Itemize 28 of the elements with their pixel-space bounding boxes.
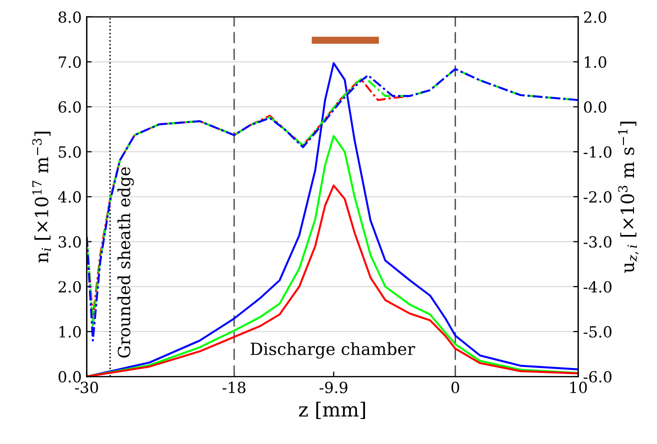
y-tick-label: 2.0: [58, 281, 81, 293]
y2-tick-label: -1.0: [584, 146, 612, 158]
y2-tick-label: -3.0: [584, 236, 612, 248]
y-tick-label: 4.0: [58, 191, 81, 203]
ref-line-label: Grounded sheath edge: [117, 167, 134, 358]
y2-tick-label: -4.0: [584, 281, 612, 293]
y2-axis-title: u$_{z,i}$ [×10$^{3}$ m s$^{−1}$]: [618, 122, 639, 273]
y-tick-label: 7.0: [58, 56, 81, 68]
y-tick-label: 3.0: [58, 236, 81, 248]
y2-tick-label: 0.0: [584, 101, 606, 113]
y2-tick-label: 1.0: [584, 56, 606, 68]
x-tick-label: -30: [75, 382, 98, 394]
y-tick-label: 0.0: [58, 370, 81, 383]
x-tick-label: 10: [570, 382, 587, 394]
y2-tick-label: -6.0: [584, 370, 612, 383]
x-tick-label: -9.9: [320, 382, 348, 394]
y2-tick-label: -5.0: [584, 326, 612, 338]
x-axis-title: z [mm]: [298, 402, 366, 420]
y-tick-label: 5.0: [58, 146, 81, 158]
annotation: Discharge chamber: [250, 342, 416, 359]
x-tick-label: -18: [222, 382, 246, 394]
y-tick-label: 1.0: [59, 326, 81, 338]
y-tick-label: 8.0: [58, 11, 81, 23]
y2-tick-label: 2.0: [584, 11, 606, 23]
x-tick-label: 0: [451, 382, 460, 394]
y-axis-title: n$_{i}$ [×10$^{17}$ m$^{−3}$]: [32, 132, 51, 263]
y-tick-label: 6.0: [58, 101, 81, 113]
y2-tick-label: -2.0: [584, 191, 612, 203]
